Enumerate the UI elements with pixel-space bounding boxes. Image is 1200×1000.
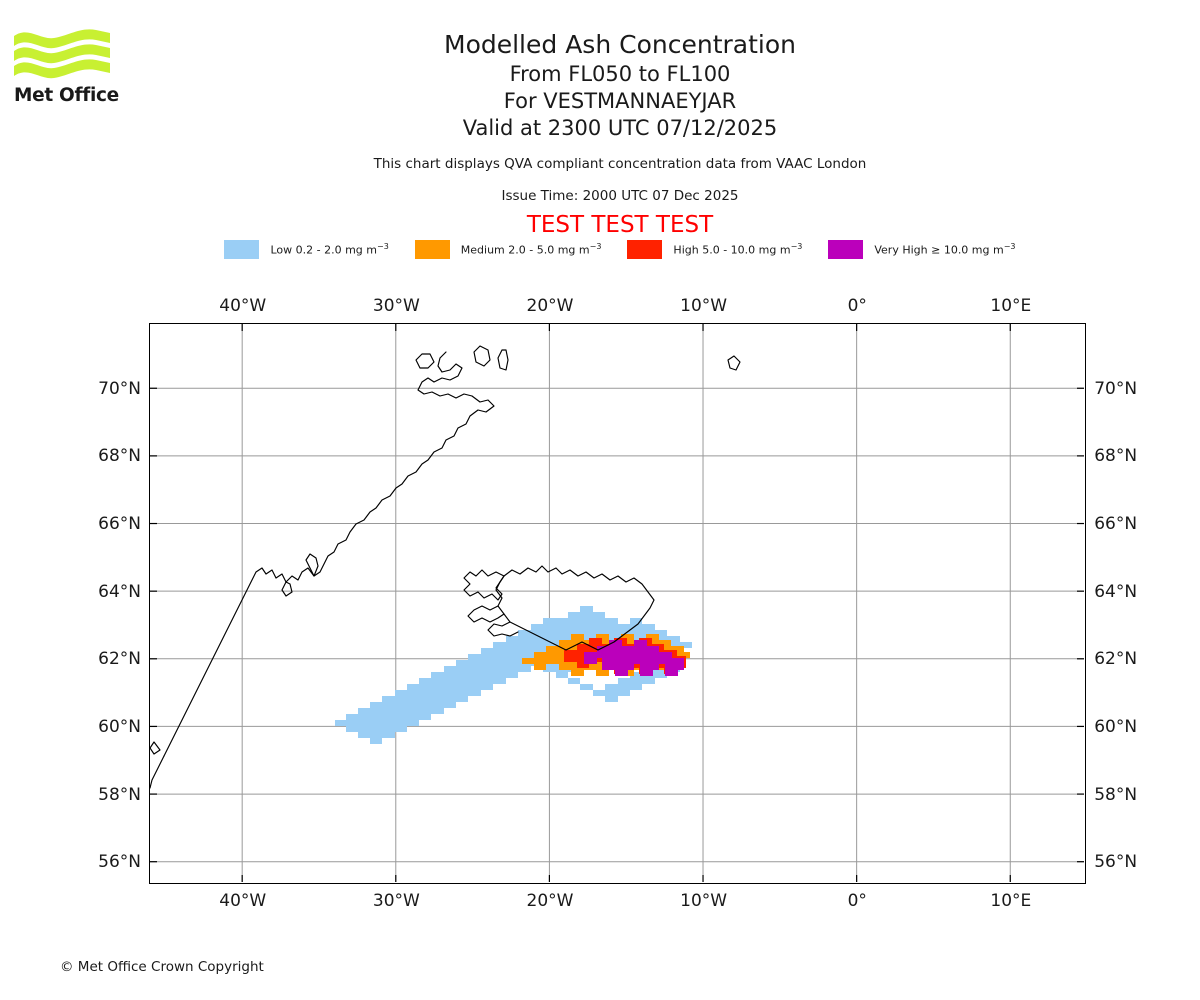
legend-label-1: Medium 2.0 - 5.0 mg m−3 xyxy=(460,242,602,257)
coastline-greenland-island-a xyxy=(415,353,435,369)
lon-tick-label-bottom-0: 40°W xyxy=(219,891,267,912)
legend-swatch-1 xyxy=(414,240,450,259)
copyright-notice: © Met Office Crown Copyright xyxy=(60,959,264,975)
lat-tick-label-right-7: 70°N xyxy=(1094,378,1138,399)
coastline-greenland-main-coast xyxy=(163,395,495,757)
coastline-greenland-south-tip xyxy=(150,755,165,789)
map-gridlines xyxy=(150,324,1084,882)
ash-concentration-map xyxy=(149,323,1086,884)
lon-tick-label-top-4: 0° xyxy=(847,296,867,316)
lat-tick-label-right-2: 60°N xyxy=(1094,717,1138,738)
legend-swatch-2 xyxy=(627,240,663,259)
legend-label-3: Very High ≥ 10.0 mg m−3 xyxy=(874,242,1016,257)
lon-tick-label-top-1: 30°W xyxy=(372,296,420,316)
coastline-iceland-west-peninsula xyxy=(467,605,505,623)
coastline-greenland-north xyxy=(417,351,473,399)
legend-label-0: Low 0.2 - 2.0 mg m−3 xyxy=(270,242,389,257)
lon-tick-label-bottom-3: 10°W xyxy=(680,891,728,912)
coastline-greenland-fjord-detail-2 xyxy=(281,581,293,597)
valid-time-line: Valid at 2300 UTC 07/12/2025 xyxy=(462,116,778,140)
lat-tick-label-left-6: 68°N xyxy=(98,446,141,467)
lat-tick-label-left-7: 70°N xyxy=(98,378,141,399)
met-office-wave-mark xyxy=(14,29,110,79)
lat-tick-label-right-3: 62°N xyxy=(1094,649,1138,670)
lon-tick-label-bottom-5: 10°E xyxy=(990,891,1032,912)
lat-tick-label-left-3: 62°N xyxy=(98,649,141,670)
legend-item-3: Very High ≥ 10.0 mg m−3 xyxy=(828,240,1016,259)
legend-item-2: High 5.0 - 10.0 mg m−3 xyxy=(627,240,802,259)
plume-contour-low-tail xyxy=(335,714,382,738)
coastline-greenland-fjord-detail xyxy=(305,553,319,577)
plume-contour-low xyxy=(335,618,630,744)
met-office-logo-text: Met Office xyxy=(14,85,119,106)
plume-contour-low-south-lobe xyxy=(506,654,680,702)
lon-tick-label-top-5: 10°E xyxy=(990,296,1032,316)
page-title: Modelled Ash Concentration xyxy=(444,30,796,59)
chart-note: This chart displays QVA compliant concen… xyxy=(373,156,867,172)
location-line: For VESTMANNAEYJAR xyxy=(503,89,737,113)
lat-tick-label-right-4: 64°N xyxy=(1094,581,1138,602)
lon-tick-label-bottom-4: 0° xyxy=(847,891,867,912)
map-canvas xyxy=(150,324,1084,882)
legend-item-1: Medium 2.0 - 5.0 mg m−3 xyxy=(414,240,602,259)
lat-tick-label-left-4: 64°N xyxy=(98,581,141,602)
lon-tick-label-top-3: 10°W xyxy=(680,296,728,316)
coastline-iceland-westfjords xyxy=(463,569,505,601)
lat-tick-label-right-1: 58°N xyxy=(1094,784,1138,805)
lon-tick-label-top-2: 20°W xyxy=(526,296,574,316)
lat-tick-label-left-0: 56°N xyxy=(98,852,141,873)
map-coastlines xyxy=(150,345,741,789)
concentration-legend: Low 0.2 - 2.0 mg m−3 Medium 2.0 - 5.0 mg … xyxy=(150,240,1090,259)
coastline-greenland-small-isle xyxy=(150,741,161,755)
plume-contour-very-high-lobe xyxy=(602,658,684,676)
legend-swatch-3 xyxy=(828,240,864,259)
ash-plume-contours xyxy=(335,606,692,744)
met-office-logo: Met Office xyxy=(14,26,124,112)
lat-tick-label-left-2: 60°N xyxy=(98,717,141,738)
lon-tick-label-top-0: 40°W xyxy=(219,296,267,316)
legend-item-0: Low 0.2 - 2.0 mg m−3 xyxy=(224,240,389,259)
lat-tick-label-right-5: 66°N xyxy=(1094,514,1138,535)
coastline-jan-mayen xyxy=(727,355,741,371)
coastline-greenland-island-b xyxy=(473,345,491,367)
lat-tick-label-left-1: 58°N xyxy=(98,784,141,805)
lat-tick-label-left-5: 66°N xyxy=(98,514,141,535)
lat-tick-label-right-0: 56°N xyxy=(1094,852,1138,873)
lat-tick-label-right-6: 68°N xyxy=(1094,446,1138,467)
legend-swatch-0 xyxy=(224,240,260,259)
plume-contour-very-high xyxy=(584,640,680,670)
coastline-iceland xyxy=(495,565,655,651)
header-block: Modelled Ash Concentration From FL050 to… xyxy=(150,28,1090,239)
coastline-greenland-island-c xyxy=(497,349,509,371)
lon-tick-label-bottom-1: 30°W xyxy=(372,891,420,912)
issue-time: Issue Time: 2000 UTC 07 Dec 2025 xyxy=(501,188,739,204)
test-banner: TEST TEST TEST xyxy=(526,212,714,238)
coastline-iceland-reykjanes xyxy=(487,621,519,637)
flight-level-line: From FL050 to FL100 xyxy=(509,62,731,86)
legend-label-2: High 5.0 - 10.0 mg m−3 xyxy=(673,242,803,257)
lon-tick-label-bottom-2: 20°W xyxy=(526,891,574,912)
